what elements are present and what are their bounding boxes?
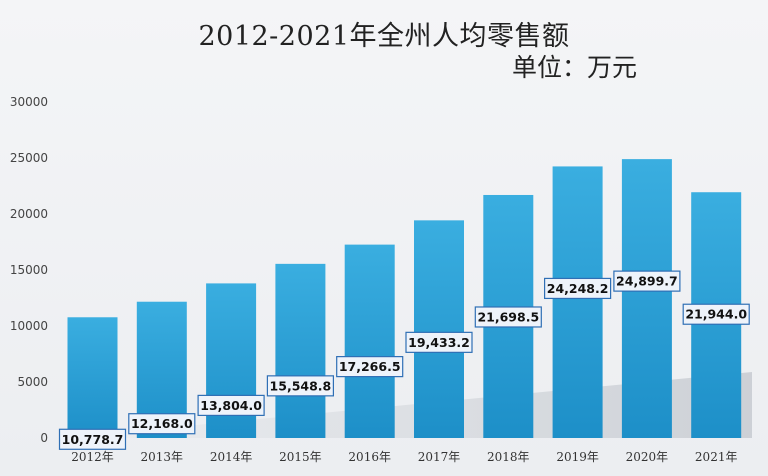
y-tick-label: 20000 <box>10 207 48 221</box>
bar <box>275 263 326 438</box>
bars <box>67 159 742 439</box>
data-label-box <box>266 375 334 397</box>
x-tick-label: 2015年 <box>279 450 322 464</box>
data-label-box <box>613 270 681 292</box>
chart-subtitle: 单位：万元 <box>512 53 638 82</box>
x-tick-label: 2016年 <box>348 450 391 464</box>
x-tick-label: 2014年 <box>210 450 253 464</box>
data-label-box <box>474 306 542 328</box>
data-label: 15,548.8 <box>270 378 332 393</box>
bar <box>344 244 395 438</box>
x-tick-label: 2020年 <box>626 450 669 464</box>
x-tick-label: 2012年 <box>71 450 114 464</box>
bar <box>621 159 672 439</box>
bar <box>552 166 603 438</box>
x-tick-label: 2019年 <box>556 450 599 464</box>
y-tick-label: 10000 <box>10 319 48 333</box>
x-tick-label: 2013年 <box>141 450 184 464</box>
data-label: 24,248.2 <box>547 281 609 296</box>
data-label-box <box>128 413 196 435</box>
y-axis: 0 5000 10000 15000 20000 25000 30000 <box>10 95 48 445</box>
x-tick-label: 2017年 <box>418 450 461 464</box>
data-label-box <box>405 331 473 353</box>
y-tick-label: 5000 <box>17 375 48 389</box>
y-tick-label: 30000 <box>10 95 48 109</box>
bar <box>414 220 464 438</box>
bar <box>67 317 118 438</box>
data-label: 24,899.7 <box>616 274 678 289</box>
data-label-box <box>682 303 750 325</box>
y-tick-label: 0 <box>40 431 48 445</box>
data-label: 13,804.0 <box>200 398 262 413</box>
chart-title: 2012-2021年全州人均零售额 <box>198 21 570 52</box>
data-label: 10,778.7 <box>62 432 124 447</box>
x-tick-label: 2021年 <box>695 450 738 464</box>
data-label: 12,168.0 <box>131 416 193 431</box>
x-axis: 2012年 2013年 2014年 2015年 2016年 2017年 2018年 2019年… <box>71 450 737 464</box>
data-label-box <box>58 428 127 450</box>
x-tick-label: 2018年 <box>487 450 530 464</box>
data-label-box <box>543 277 612 300</box>
y-tick-label: 15000 <box>10 263 48 277</box>
data-label: 17,266.5 <box>339 359 401 374</box>
data-labels: 10,778.7 12,168.0 13,804.0 15,548.8 17,266.5… <box>58 270 750 450</box>
data-label: 19,433.2 <box>408 335 470 350</box>
data-label: 21,944.0 <box>685 307 747 322</box>
y-tick-label: 25000 <box>10 151 48 165</box>
data-label-box <box>336 356 404 378</box>
data-label: 21,698.5 <box>477 309 539 324</box>
data-label-box <box>197 394 265 416</box>
